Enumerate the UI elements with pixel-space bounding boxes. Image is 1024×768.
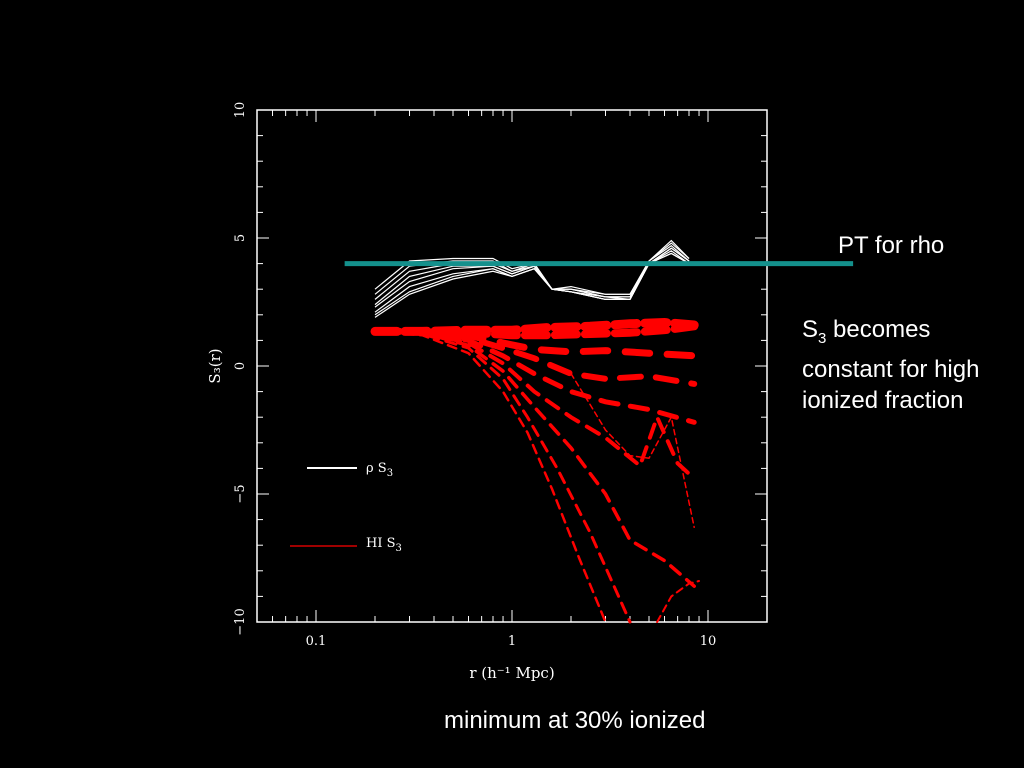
hi-s3-series [656,580,700,623]
y-tick-label: −10 [233,608,248,635]
hi-s3-series [570,372,695,529]
hi-s3-series [372,328,698,387]
hi-s3-series [371,327,698,360]
axis-ticks [256,109,768,623]
plot-frame [256,109,768,623]
legend-rho-label: ρ S3 [366,461,393,479]
x-axis-label: r (h⁻¹ Mpc) [469,664,554,682]
y-axis-label: S₃(r) [206,348,224,383]
y-tick-label: 10 [233,102,248,119]
hi-s3-series [373,330,607,624]
pt-for-rho-annotation: PT for rho [838,232,945,259]
hi-s3-series-group [370,317,700,624]
x-tick-label: 1 [508,634,516,649]
x-tick-label: 0.1 [306,634,327,649]
s3-constant-annotation: S3 becomes constant for high ionized fra… [802,314,1012,416]
legend: ρ S3 HI S3 [290,461,402,554]
hi-s3-series [373,329,697,481]
minimum-annotation: minimum at 30% ionized [444,707,706,734]
x-tick-label: 10 [700,634,717,649]
legend-hi-label: HI S3 [366,536,402,554]
s3-constant-text: becomes constant for high ionized fracti… [802,316,980,414]
y-tick-labels: 10 5 0 −5 −10 [233,102,248,636]
x-tick-labels: 0.1 1 10 [306,634,717,649]
y-tick-label: 0 [233,362,248,370]
y-tick-label: 5 [233,234,248,242]
s3-symbol: S [802,316,819,343]
s3-subscript: 3 [818,329,827,347]
y-tick-label: −5 [233,484,248,503]
hi-s3-series [373,329,696,588]
hi-s3-series [373,329,632,624]
